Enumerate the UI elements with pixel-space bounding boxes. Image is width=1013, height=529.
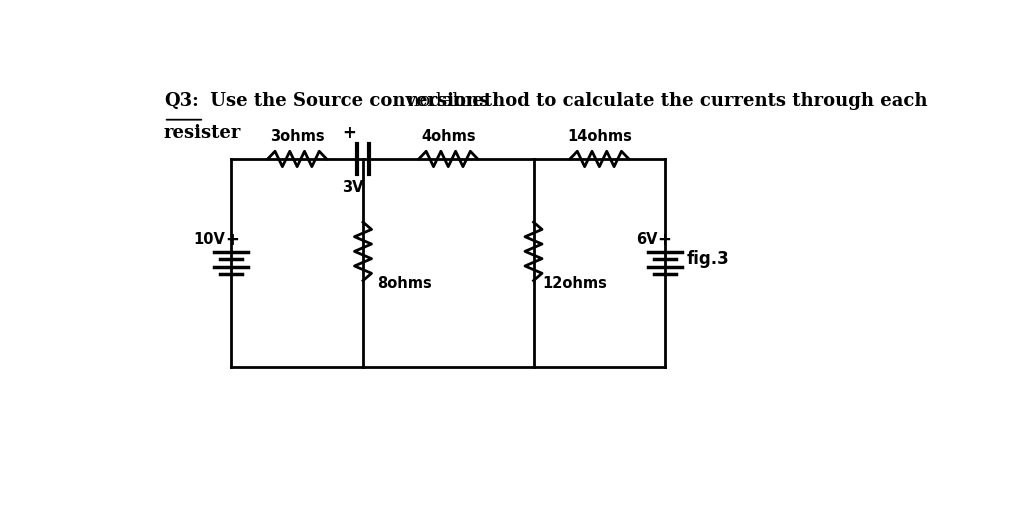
Text: resister: resister <box>164 124 241 142</box>
Text: method to calculate the currents through each: method to calculate the currents through… <box>447 92 927 110</box>
Text: Q3:: Q3: <box>164 92 199 110</box>
Text: +: + <box>657 231 672 249</box>
Text: 14ohms: 14ohms <box>567 129 632 143</box>
Text: fig.3: fig.3 <box>687 250 729 268</box>
Text: 3V: 3V <box>342 180 364 195</box>
Text: Use the Source conversions: Use the Source conversions <box>205 92 489 110</box>
Text: +: + <box>342 124 356 142</box>
Text: 3ohms: 3ohms <box>269 129 324 143</box>
Text: 12ohms: 12ohms <box>543 276 608 291</box>
Text: 4ohms: 4ohms <box>421 129 475 143</box>
Text: +: + <box>225 231 239 249</box>
Text: nodal: nodal <box>402 92 458 110</box>
Text: 8ohms: 8ohms <box>377 276 432 291</box>
Text: 6V: 6V <box>636 232 657 248</box>
Text: 10V: 10V <box>193 232 225 248</box>
